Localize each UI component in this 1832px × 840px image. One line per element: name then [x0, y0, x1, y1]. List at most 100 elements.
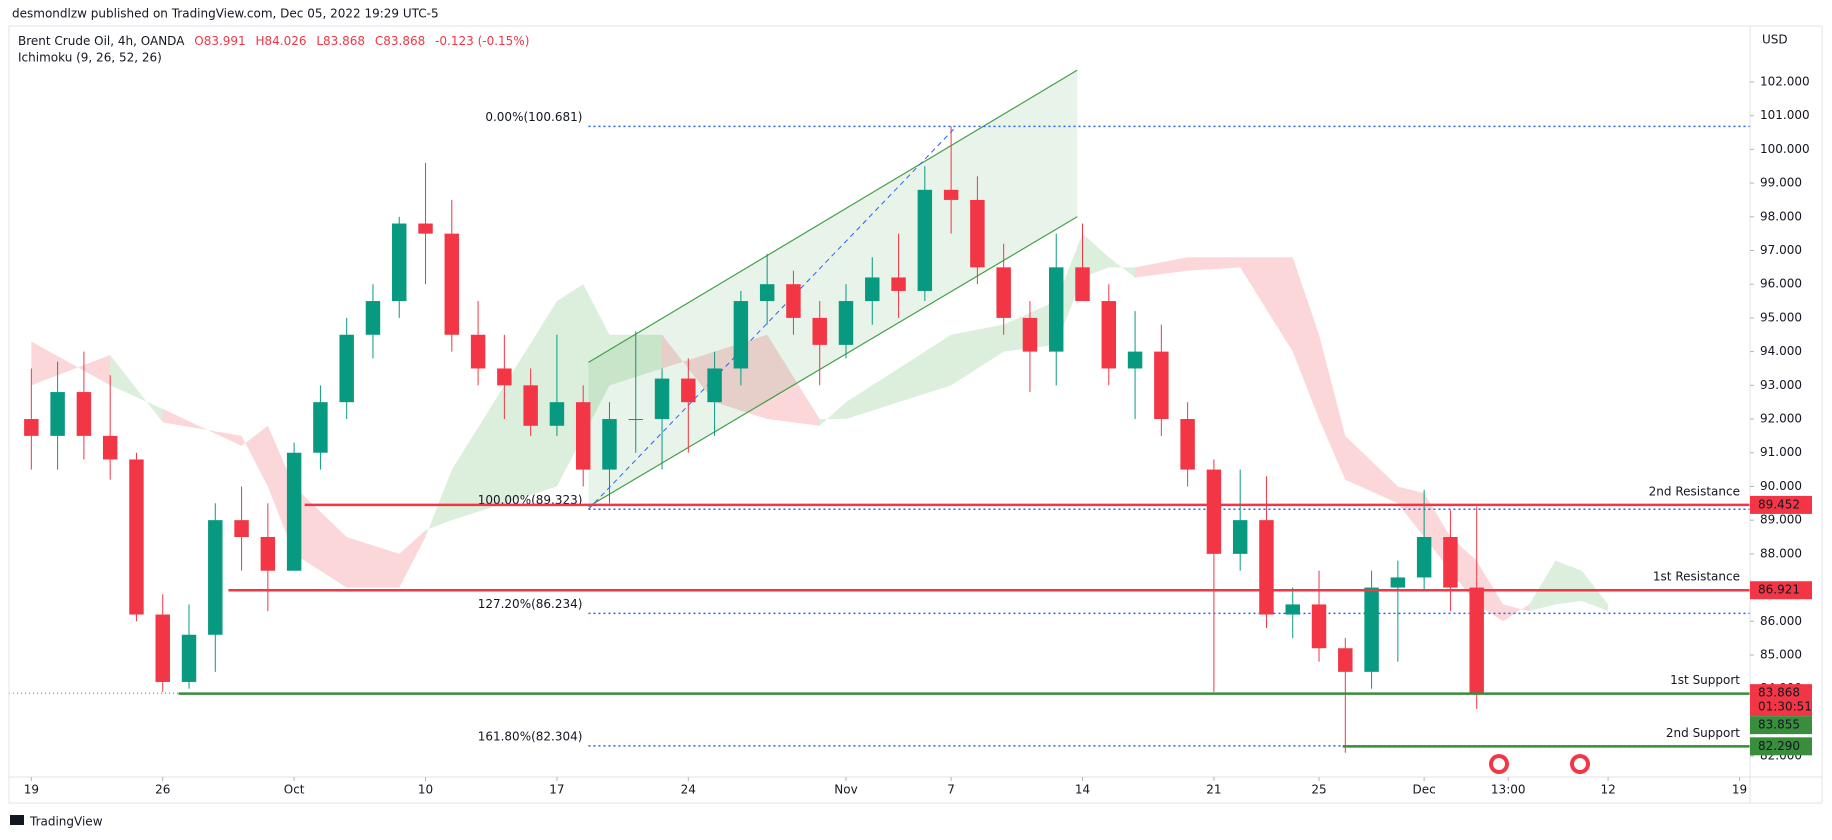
candle-body	[313, 402, 328, 453]
symbol-line: Brent Crude Oil, 4h, OANDA O83.991 H84.0…	[18, 34, 529, 48]
level-label: 2nd Support	[1666, 726, 1740, 740]
ohlc-close: C83.868	[375, 34, 425, 48]
candle-body	[1101, 301, 1117, 369]
ohlc-change: -0.123 (-0.15%)	[435, 34, 529, 48]
y-tick-label: 99.000	[1760, 176, 1802, 190]
channel-upper	[588, 69, 1078, 363]
candle-body	[1232, 520, 1248, 554]
event-icons	[1489, 754, 1590, 774]
candle-body	[838, 301, 854, 345]
cloud-segment	[1529, 560, 1556, 612]
ohlc-low: L83.868	[316, 34, 365, 48]
cloud-segment	[898, 334, 952, 403]
x-tick-label: 19	[24, 783, 39, 797]
cloud-segment	[241, 425, 268, 487]
y-tick-label: 95.000	[1760, 310, 1802, 324]
candle-body	[1285, 604, 1300, 615]
y-tick-label: 90.000	[1760, 479, 1802, 493]
y-tick-label: 98.000	[1760, 209, 1802, 223]
tv-logo	[10, 815, 24, 825]
candle-body	[628, 419, 643, 421]
x-tick-label: 17	[549, 783, 564, 797]
price-box-label: 86.921	[1758, 583, 1800, 597]
cloud-segment	[845, 368, 899, 420]
level-label: 1st Support	[1670, 673, 1740, 687]
x-tick-label: 19	[1732, 783, 1747, 797]
y-tick-label: 94.000	[1760, 344, 1802, 358]
candle-body	[1338, 648, 1353, 672]
cloud-segment	[1319, 334, 1346, 480]
candle-body	[575, 402, 591, 470]
candle-body	[76, 392, 92, 436]
candle-body	[1364, 587, 1379, 672]
candle-body	[1443, 537, 1458, 588]
x-tick-label: 12	[1600, 783, 1615, 797]
candle-body	[1416, 537, 1432, 578]
y-tick-label: 97.000	[1760, 243, 1802, 257]
candle-body	[102, 435, 118, 460]
y-tick-label: 91.000	[1760, 445, 1802, 459]
price-box-label: 89.452	[1758, 497, 1800, 511]
y-tick-label: 86.000	[1760, 614, 1802, 628]
x-tick-label: 7	[947, 783, 955, 797]
x-tick-label: Dec	[1413, 783, 1436, 797]
price-box-label: 82.290	[1758, 739, 1800, 753]
event-icon-inner	[1493, 758, 1505, 770]
candle-body	[339, 334, 354, 403]
candle-body	[759, 284, 775, 302]
candle-body	[260, 537, 276, 571]
y-tick-label: 92.000	[1760, 412, 1802, 426]
currency: USD	[1762, 33, 1788, 47]
cloud-segment	[399, 530, 426, 588]
y-tick-label: 85.000	[1760, 647, 1802, 661]
x-tick-label: 24	[681, 783, 696, 797]
cloud-segment	[346, 537, 400, 588]
cloud-segment	[1502, 604, 1530, 622]
x-tick-label: 21	[1206, 783, 1221, 797]
last-price-label: 83.868	[1758, 686, 1800, 700]
cloud-segment	[1292, 257, 1320, 420]
y-tick-label: 101.000	[1760, 108, 1810, 122]
candle-body	[1154, 351, 1169, 420]
cloud-segment	[1187, 257, 1241, 271]
candle-body	[707, 368, 722, 403]
candle-body	[50, 392, 65, 436]
price-box-label: 83.855	[1758, 718, 1800, 732]
candle-body	[786, 284, 801, 318]
candle-body	[1049, 267, 1064, 352]
level-label: 2nd Resistance	[1649, 484, 1740, 498]
candle-body	[392, 223, 407, 302]
cloud-segment	[110, 354, 163, 423]
cloud-segment	[767, 334, 820, 426]
cloud-segment	[583, 284, 610, 436]
candle-body	[1206, 469, 1222, 554]
fib-label: 161.80%(82.304)	[478, 729, 583, 743]
fib-trend-line	[588, 126, 957, 510]
candle-body	[733, 301, 749, 369]
cloud-segment	[1240, 257, 1293, 352]
cloud-segment	[1555, 560, 1582, 605]
candle-body	[444, 233, 460, 335]
cloud-segment	[819, 402, 846, 426]
event-icon-inner	[1574, 758, 1586, 770]
candle-body	[549, 402, 565, 426]
countdown-label: 01:30:51	[1758, 700, 1812, 714]
symbol: Brent Crude Oil, 4h, OANDA	[18, 34, 185, 48]
candle-body	[129, 459, 144, 615]
footer-brand: TradingView	[29, 815, 103, 829]
candle-body	[1390, 577, 1406, 588]
author-line: desmondlzw published on TradingView.com,…	[12, 7, 439, 21]
candle-body	[1127, 351, 1143, 369]
candle-body	[234, 520, 249, 538]
candle-body	[1311, 604, 1327, 649]
candle-body	[1180, 419, 1195, 470]
cloud-segment	[425, 469, 452, 538]
candle-body	[891, 277, 906, 291]
candle-body	[365, 301, 381, 335]
cloud-segment	[1082, 233, 1109, 278]
y-tick-label: 96.000	[1760, 277, 1802, 291]
channel-lower	[588, 216, 1078, 508]
y-tick-label: 100.000	[1760, 142, 1810, 156]
cloud-segment	[1108, 257, 1136, 278]
